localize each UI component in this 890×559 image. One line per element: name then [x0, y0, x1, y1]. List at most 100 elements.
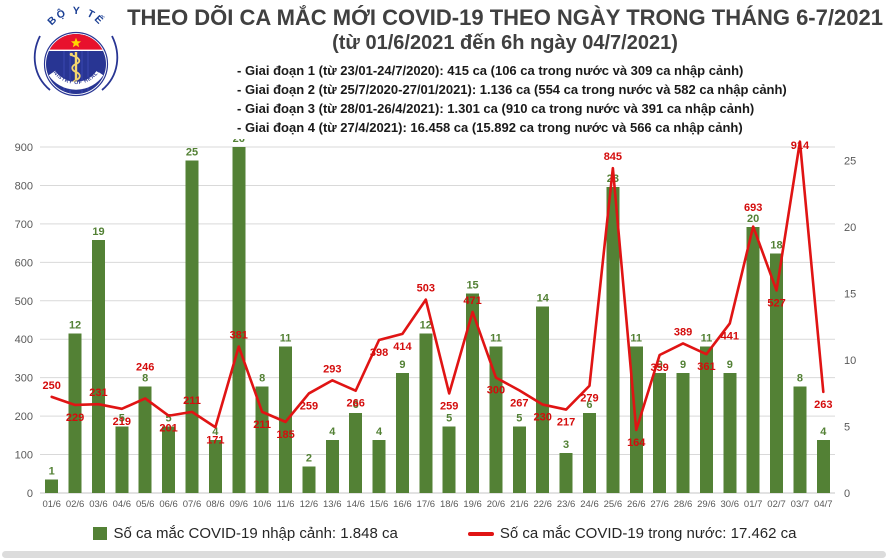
laurel-right [101, 35, 119, 91]
bar-label: 4 [212, 426, 219, 438]
bar [68, 333, 82, 493]
line-label: 171 [206, 434, 224, 446]
line-label: 185 [276, 429, 294, 441]
bar [419, 333, 433, 493]
x-tick-label: 04/6 [113, 499, 132, 510]
bar [512, 426, 526, 493]
ministry-of-health-logo: BỘ Y TẾ MINISTRY OF HEALTH [26, 2, 119, 97]
line-label: 398 [370, 347, 388, 359]
x-tick-label: 07/6 [183, 499, 202, 510]
line-label: 389 [674, 326, 692, 338]
header: THEO DÕI CA MẮC MỚI COVID-19 THEO NGÀY T… [120, 0, 890, 56]
line-label: 914 [791, 140, 810, 152]
bar [162, 426, 176, 493]
svg-text:BỘ Y TẾ: BỘ Y TẾ [45, 5, 107, 28]
line-label: 279 [580, 393, 598, 405]
line-label: 293 [323, 363, 341, 375]
y-axis-label-left: 600 [15, 257, 33, 269]
imported-bar-swatch-icon [93, 527, 108, 540]
domestic-line-swatch-icon [467, 531, 494, 536]
x-tick-label: 09/6 [230, 499, 249, 510]
line-label: 259 [300, 400, 318, 412]
bar-label: 1 [49, 466, 55, 478]
page-title: THEO DÕI CA MẮC MỚI COVID-19 THEO NGÀY T… [127, 5, 883, 30]
bar-label: 18 [770, 239, 782, 251]
x-tick-label: 12/6 [300, 499, 319, 510]
line-label: 300 [487, 385, 505, 397]
line-label: 414 [393, 341, 412, 353]
phase-summary: - Giai đoạn 1 (từ 23/01-24/7/2020): 415 … [237, 61, 890, 137]
bar [746, 226, 760, 493]
line-label: 217 [557, 417, 575, 429]
y-axis-label-left: 200 [15, 411, 33, 423]
line-label: 164 [627, 437, 646, 449]
x-tick-label: 04/7 [814, 499, 833, 510]
line-label: 250 [43, 380, 61, 392]
x-tick-label: 15/6 [370, 499, 389, 510]
bar-label: 9 [657, 359, 663, 371]
bar [559, 453, 573, 493]
x-tick-label: 29/6 [697, 499, 716, 510]
bar [699, 346, 713, 493]
x-tick-label: 30/6 [721, 499, 740, 510]
x-tick-label: 26/6 [627, 499, 646, 510]
legend-imported-label: Số ca mắc COVID-19 nhập cảnh: 1.848 ca [113, 525, 398, 542]
bar-label: 4 [376, 426, 383, 438]
x-tick-label: 27/6 [650, 499, 669, 510]
line-label: 361 [697, 361, 715, 373]
bar [138, 386, 152, 493]
bar [770, 253, 784, 493]
x-tick-label: 11/6 [277, 499, 295, 510]
bar [279, 346, 293, 493]
page-subtitle: (từ 01/6/2021 đến 6h ngày 04/7/2021) [332, 32, 678, 54]
bar [793, 386, 807, 493]
line-label: 503 [417, 283, 435, 295]
bar [91, 240, 105, 493]
logo-bottom-band [48, 70, 104, 90]
line-label: 211 [183, 395, 201, 407]
line-label: 230 [534, 412, 552, 424]
bar-label: 11 [630, 333, 642, 345]
bar-label: 5 [516, 412, 522, 424]
x-tick-label: 01/7 [744, 499, 763, 510]
bar-label: 25 [186, 146, 198, 158]
line-label: 266 [346, 398, 364, 410]
star-icon [70, 37, 82, 48]
bar-label: 5 [166, 412, 172, 424]
bar [676, 373, 690, 493]
bar [302, 466, 316, 493]
x-tick-label: 23/6 [557, 499, 576, 510]
line-label: 471 [463, 295, 481, 307]
x-tick-label: 18/6 [440, 499, 459, 510]
bar [582, 413, 596, 493]
covid-chart: 0100200300400500600700800900051015202511… [15, 139, 857, 510]
legend-item-imported: Số ca mắc COVID-19 nhập cảnh: 1.848 ca [93, 525, 398, 542]
bar-label: 11 [490, 333, 502, 345]
x-tick-label: 03/7 [791, 499, 810, 510]
bar [466, 293, 480, 493]
x-tick-label: 05/6 [136, 499, 155, 510]
horizontal-scrollbar[interactable] [2, 551, 886, 558]
phase-1-line: - Giai đoạn 1 (từ 23/01-24/7/2020): 415 … [237, 63, 744, 78]
bar [536, 306, 550, 493]
line-label: 229 [66, 412, 84, 424]
y-axis-label-left: 500 [15, 296, 33, 308]
line-label: 201 [159, 423, 177, 435]
x-tick-label: 14/6 [346, 499, 365, 510]
legend-item-domestic: Số ca mắc COVID-19 trong nước: 17.462 ca [467, 525, 797, 542]
bar-label: 9 [680, 359, 686, 371]
bar-label: 14 [537, 293, 550, 305]
line-label: 441 [721, 330, 739, 342]
bar-label: 12 [69, 319, 81, 331]
laurel-left [33, 35, 51, 91]
line-label: 263 [814, 399, 832, 411]
bar-label: 8 [797, 373, 803, 385]
bar [325, 439, 339, 493]
phase-2-line: - Giai đoạn 2 (từ 25/7/2020-27/01/2021):… [237, 82, 787, 97]
line-label: 359 [650, 362, 668, 374]
bar-label: 8 [259, 373, 265, 385]
x-tick-label: 01/6 [42, 499, 61, 510]
bar [208, 439, 222, 493]
bar [489, 346, 503, 493]
line-label: 267 [510, 397, 528, 409]
